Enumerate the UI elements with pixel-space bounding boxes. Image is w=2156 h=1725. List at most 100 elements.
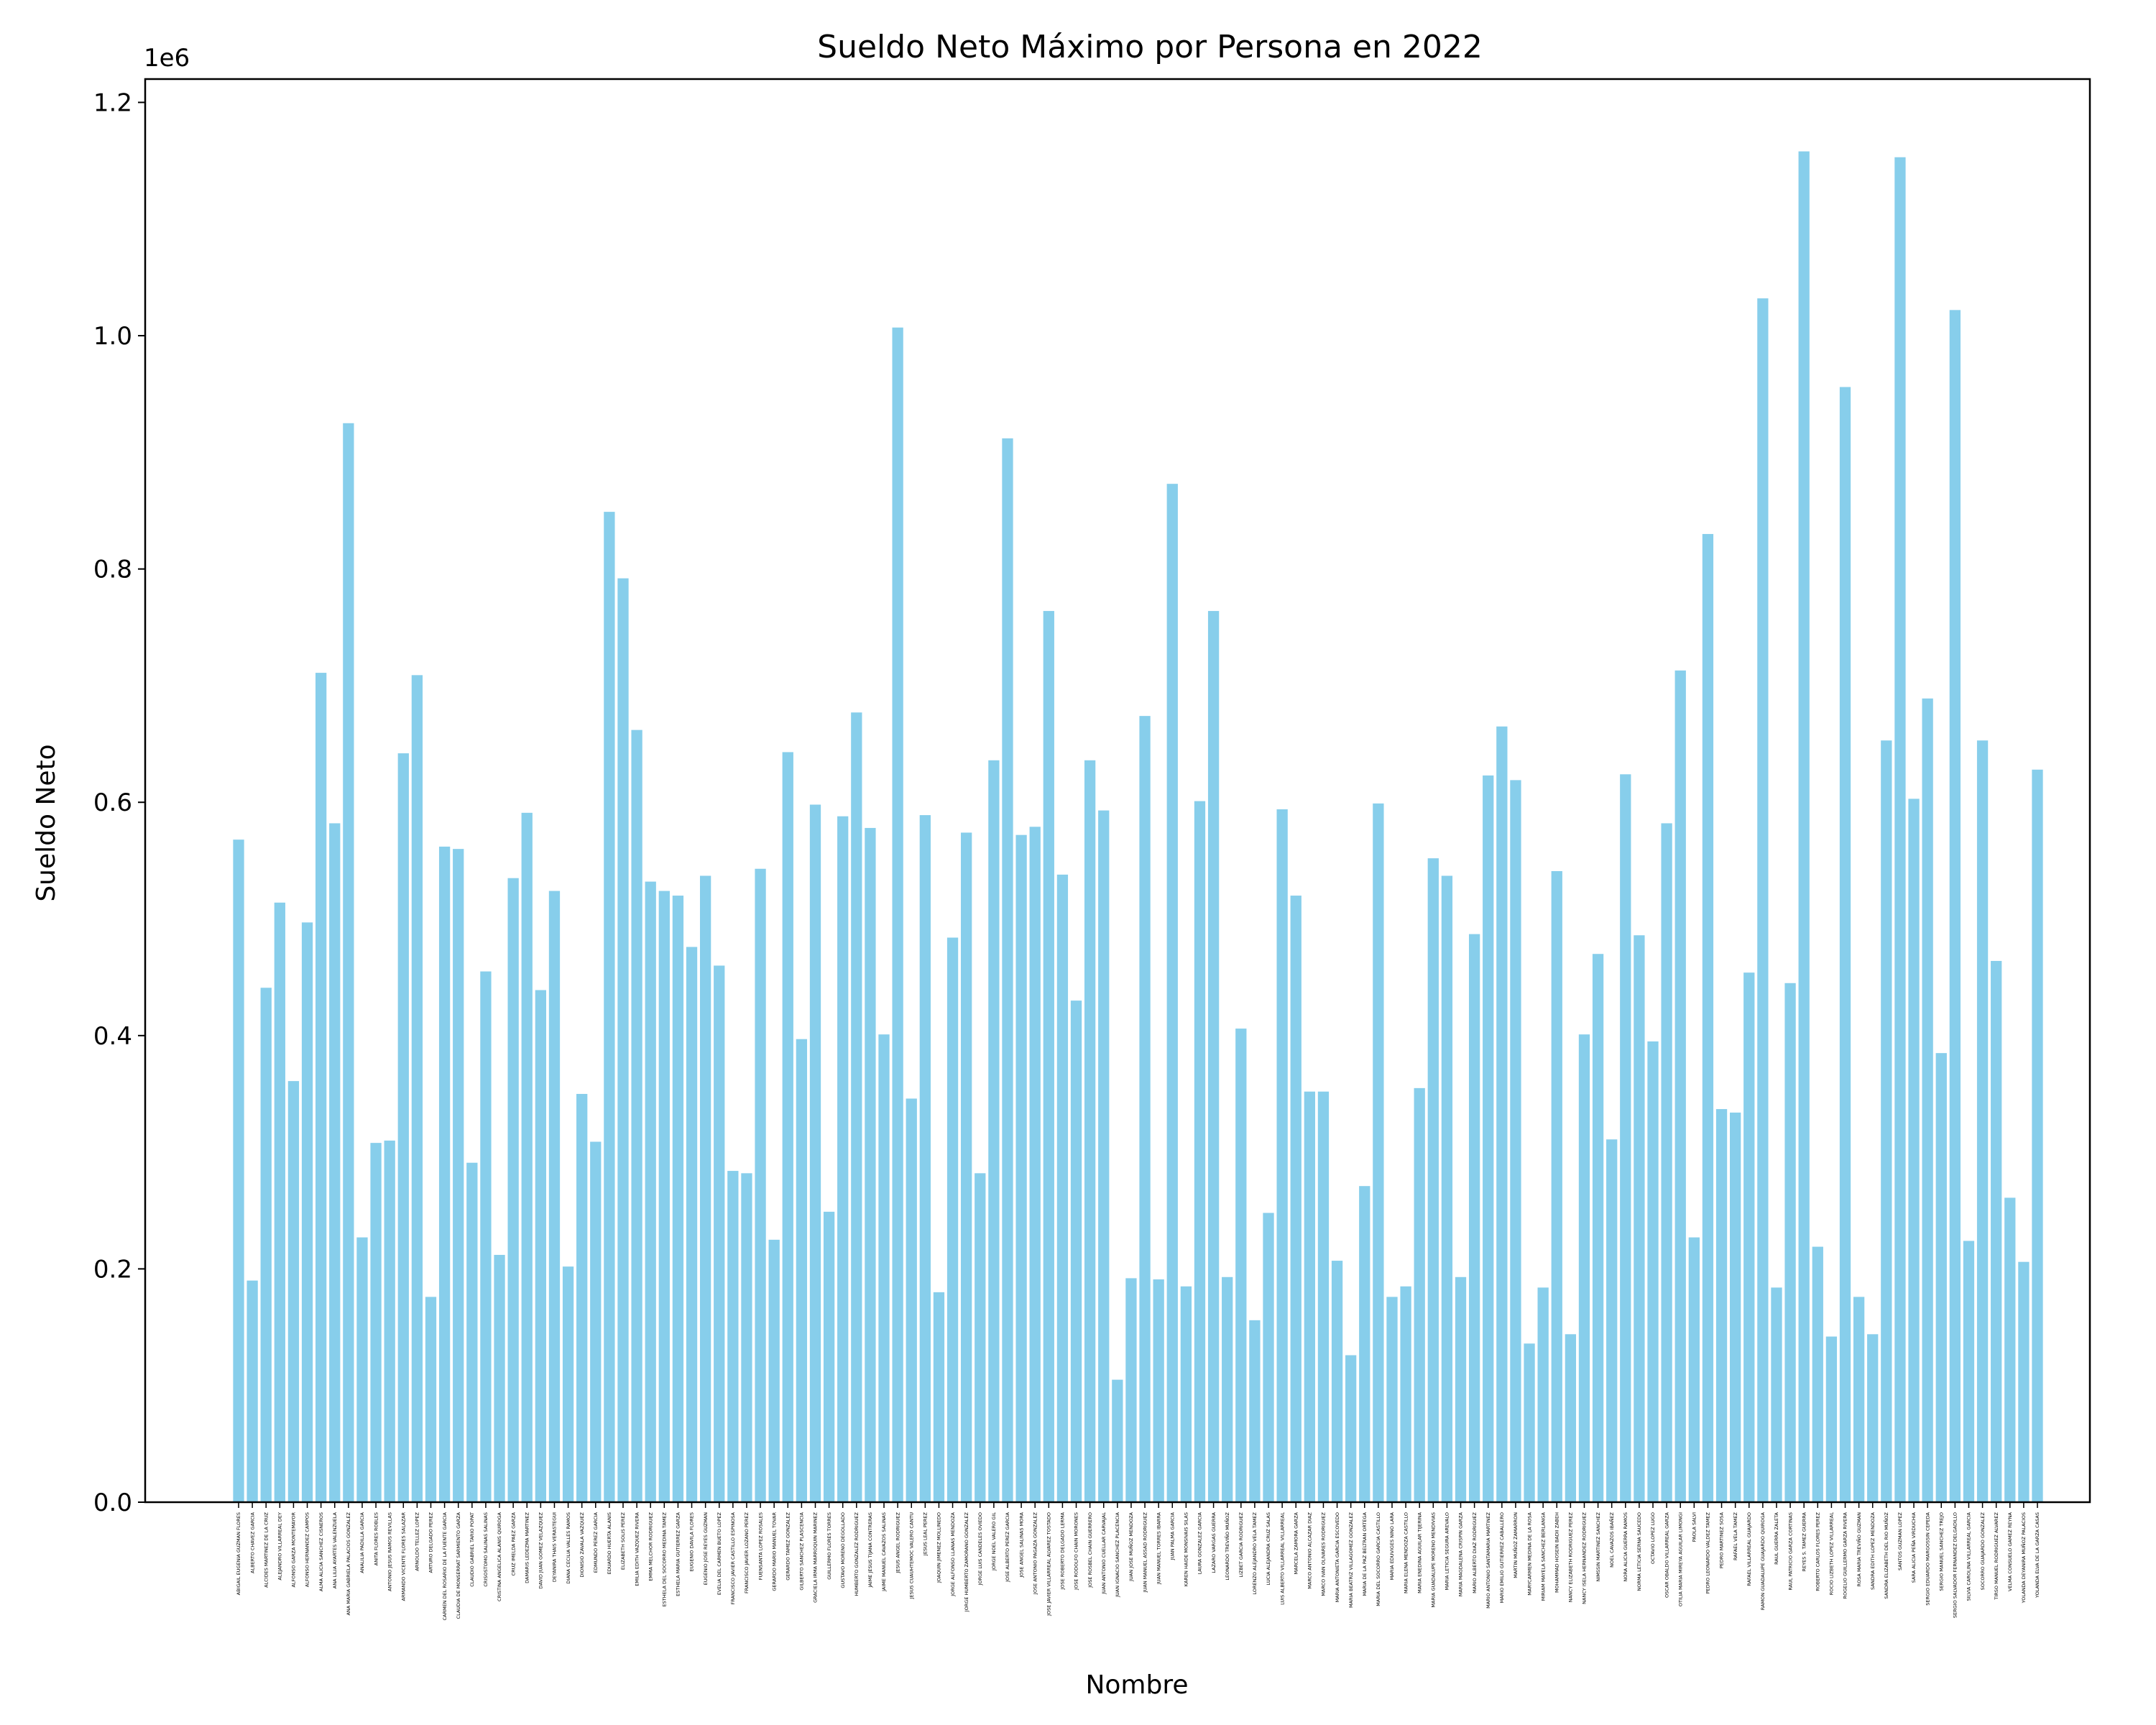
bar <box>1935 1053 1947 1502</box>
bar <box>1427 858 1439 1502</box>
x-tick-label: MARIA BEATRIZ VILLAGOMEZ GONZALEZ <box>1348 1512 1354 1608</box>
x-tick-label: JAIME MANUEL CAVAZOS SALINAS <box>881 1512 887 1592</box>
bar <box>2032 769 2043 1502</box>
x-tick-label: JAIME JESUS TIJANA CONTRERAS <box>867 1512 873 1588</box>
x-tick-label: GILBERTO SANCHEZ PLASCENCIA <box>799 1512 805 1590</box>
x-tick-label: ANTONIO JESUS RAMOS REVILLAS <box>387 1512 392 1591</box>
bar <box>1620 774 1631 1502</box>
bar <box>1331 1261 1343 1502</box>
x-tick-label: ALFONSO GARZA MONTEMAYOR <box>291 1512 297 1588</box>
bar <box>1455 1276 1467 1502</box>
bar <box>1056 874 1069 1502</box>
bar <box>1400 1286 1411 1502</box>
bar <box>356 1237 368 1502</box>
bar <box>1784 983 1796 1502</box>
x-tick-label: JORGE ALFONSO LLANAS MENDOZA <box>950 1512 956 1596</box>
bar <box>946 937 959 1502</box>
bar <box>1606 1139 1618 1502</box>
bar <box>741 1173 752 1502</box>
bar <box>1373 803 1384 1502</box>
bar <box>507 878 519 1502</box>
bar <box>1798 151 1810 1502</box>
bar <box>1963 1241 1975 1502</box>
x-tick-label: YOLANDA DEYANIRA MUÑOZ PALACIOS <box>2020 1512 2027 1604</box>
bar <box>576 1093 588 1502</box>
x-tick-label: JOSE ALBERTO PEREZ GARCIA <box>1005 1512 1010 1582</box>
x-tick-label: LIZBET GARCIA RODRIGUEZ <box>1238 1512 1244 1577</box>
x-tick-label: REYES S. TAMEZ GUERRA <box>1801 1512 1807 1571</box>
bar <box>287 1081 300 1502</box>
bar <box>672 896 684 1502</box>
x-tick-label: JOSE ANGEL SALINAS MORA <box>1018 1512 1024 1578</box>
x-tick-label: YOLANDA ELVA DE LA GARZA CASAS <box>2035 1512 2040 1598</box>
bar <box>1647 1041 1659 1502</box>
y-tick-label: 0.4 <box>93 1022 132 1051</box>
x-tick-label: ESTHELA DEL SOCORRO MEDINA TAMEZ <box>662 1512 668 1606</box>
bar <box>384 1140 395 1502</box>
x-tick-label: FRANCISCO JAVIER CASTILLO ESPINOSA <box>730 1512 736 1604</box>
x-tick-label: ARMANDO VICENTE FLORES SALAZAR <box>400 1512 406 1601</box>
bar <box>397 753 409 1502</box>
x-tick-label: NIMSSIN MARTINEZ SANCHEZ <box>1595 1512 1601 1581</box>
x-tick-label: ALFONSO HERNANDEZ CAMPOS <box>305 1512 310 1587</box>
x-tick-label: DIONISIO ZAVALA VAZQUEZ <box>579 1512 585 1577</box>
x-tick-label: VELMA CONSUELO GAMEZ REYNA <box>2007 1512 2013 1591</box>
x-tick-label: MARIO ALBERTO DIAZ RODRIGUEZ <box>1472 1512 1478 1593</box>
x-tick-label: CLAUDIA DE MONSERRAT SARMIENTO GARZA <box>456 1512 461 1619</box>
x-tick-label: ANITA FLORES ROBLES <box>373 1512 379 1565</box>
bar <box>1276 809 1288 1502</box>
bar <box>768 1239 780 1502</box>
x-tick-label: TIRSO MANUEL RODRIGUEZ ALVAREZ <box>1994 1512 1999 1600</box>
bar <box>1812 1246 1823 1502</box>
bar <box>1235 1029 1247 1502</box>
x-tick-label: ELIZABETH SOLIS PEREZ <box>620 1512 626 1570</box>
x-tick-label: SOCORRO GUAJARDO GONZALEZ <box>1980 1512 1986 1590</box>
bar <box>1524 1343 1535 1502</box>
x-tick-label: JOSE JAVIER VILLARREAL ALVAREZ TOSTADO <box>1046 1512 1052 1616</box>
bar <box>933 1292 945 1502</box>
x-tick-label: JUAN ANTONIO CUELLAR CARVAJAL <box>1101 1512 1107 1595</box>
bar <box>823 1211 835 1502</box>
x-tick-label: ANALILIA PADILLA GARCIA <box>359 1512 365 1573</box>
y-ticks-group: 0.0 0.2 0.4 0.6 0.8 1.0 1.2 <box>93 88 145 1517</box>
y-tick-label: 0.2 <box>93 1255 132 1284</box>
x-tick-label: MARIA LETICIA SEGURA AREVALO <box>1445 1512 1450 1590</box>
x-tick-label: KAREN HAIDE MONSIVAIS SILAS <box>1184 1512 1189 1586</box>
bar <box>1015 834 1027 1502</box>
x-tick-label: NOEL CAVAZOS IBAÑEZ <box>1608 1512 1615 1567</box>
bar <box>1894 157 1906 1503</box>
bar <box>1825 1336 1838 1502</box>
bar <box>521 812 533 1502</box>
bar <box>919 815 931 1502</box>
x-tick-label: NORMA LETICIA SERNA SAUCEDO <box>1636 1512 1642 1591</box>
bar <box>343 423 354 1502</box>
x-tick-label: MARIA GUADALUPE MORENO MENDIVIAS <box>1431 1512 1437 1608</box>
x-tick-label: ALBERTO CHAVEZ GARCIA <box>249 1512 255 1573</box>
bar <box>274 902 285 1502</box>
bar <box>1510 780 1521 1502</box>
x-tick-label: ROGELIO GUILLERMO GARZA RIVERA <box>1843 1512 1848 1598</box>
x-tick-label: MARCO IVAN OLIVARES RODRIGUEZ <box>1321 1512 1327 1596</box>
bar <box>1688 1237 1700 1502</box>
x-tick-label: RAMON GUADALUPE GUAJARDO QUIROGA <box>1760 1512 1766 1610</box>
x-tick-label: ALCIDES MARTINEZ DE LA CRUZ <box>263 1512 269 1587</box>
bar <box>1304 1091 1315 1502</box>
bar <box>1702 533 1714 1503</box>
bar <box>370 1143 382 1502</box>
x-tick-label: OTILIA MARIA MIREYA AGUILAR LIMONGI <box>1677 1512 1683 1606</box>
x-tick-label: NANCY ISELA HERNANDEZ RODRIGUEZ <box>1582 1512 1588 1604</box>
x-tick-label: ABIGAIL EUGENIA GUZMAN FLORES <box>236 1512 241 1595</box>
bar <box>892 327 903 1503</box>
bar <box>686 947 698 1502</box>
x-tick-label: CRUZ IMELDA PAEZ GARZA <box>510 1512 516 1576</box>
x-tick-label: JESUS ANGEL RODRIGUEZ <box>895 1512 900 1573</box>
x-tick-label: JESUS LEAL PEREZ <box>923 1512 929 1556</box>
bar <box>1386 1297 1398 1502</box>
bar <box>1634 935 1645 1502</box>
x-tick-label: JOSE RODOLFO CHAIN MORONES <box>1074 1512 1079 1591</box>
x-tick-label: MARIA DE LA PAZ BELTRAN ORTEGA <box>1362 1512 1368 1596</box>
bar <box>1551 870 1562 1502</box>
bar <box>494 1254 505 1502</box>
bar <box>1496 726 1508 1502</box>
x-tick-label: PEDRO LEONARDO VALDEZ TAMEZ <box>1705 1512 1711 1593</box>
